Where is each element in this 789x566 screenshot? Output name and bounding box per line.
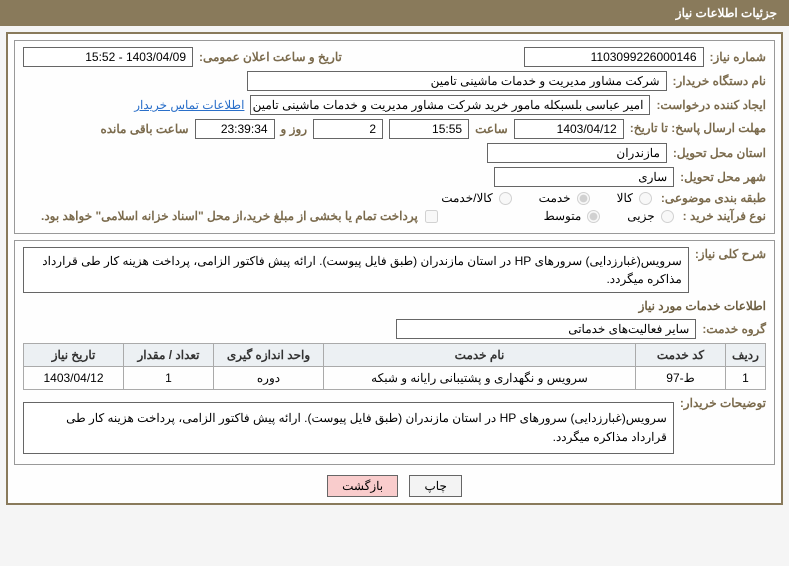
payment-note-check[interactable]: پرداخت تمام یا بخشی از مبلغ خرید،از محل … xyxy=(41,209,441,223)
buyer-org-field: شرکت مشاور مدیریت و خدمات ماشینی تامین xyxy=(247,71,667,91)
cell-unit: دوره xyxy=(214,367,324,390)
hours-remaining-field: 23:39:34 xyxy=(195,119,275,139)
back-button[interactable]: بازگشت xyxy=(327,475,398,497)
col-date: تاریخ نیاز xyxy=(24,344,124,367)
cell-date: 1403/04/12 xyxy=(24,367,124,390)
ann-time-label: تاریخ و ساعت اعلان عمومی: xyxy=(199,50,342,64)
main-frame: شماره نیاز: 1103099226000146 تاریخ و ساع… xyxy=(6,32,783,505)
purchase-opt-medium[interactable]: متوسط xyxy=(544,209,604,223)
col-name: نام خدمت xyxy=(324,344,636,367)
class-opt-goods-service[interactable]: کالا/خدمت xyxy=(441,191,514,205)
cell-index: 1 xyxy=(726,367,766,390)
buyer-org-label: نام دستگاه خریدار: xyxy=(673,74,767,88)
summary-field: سرویس(غبارزدایی) سرورهای HP در استان ماز… xyxy=(23,247,689,293)
col-code: کد خدمت xyxy=(636,344,726,367)
buyer-desc-label: توضیحات خریدار: xyxy=(680,396,766,410)
province-label: استان محل تحویل: xyxy=(673,146,766,160)
city-label: شهر محل تحویل: xyxy=(680,170,766,184)
cell-code: ط-97 xyxy=(636,367,726,390)
need-no-field: 1103099226000146 xyxy=(524,47,704,67)
action-buttons: چاپ بازگشت xyxy=(14,475,775,497)
deadline-label: مهلت ارسال پاسخ: تا تاریخ: xyxy=(630,121,766,137)
province-field: مازندران xyxy=(487,143,667,163)
col-index: ردیف xyxy=(726,344,766,367)
service-group-field: سایر فعالیت‌های خدماتی xyxy=(396,319,696,339)
table-row: 1 ط-97 سرویس و نگهداری و پشتیبانی رایانه… xyxy=(24,367,766,390)
top-info-panel: شماره نیاز: 1103099226000146 تاریخ و ساع… xyxy=(14,40,775,234)
remaining-word: ساعت باقی مانده xyxy=(100,122,188,136)
deadline-date-field: 1403/04/12 xyxy=(514,119,624,139)
requester-field: امیر عباسی بلسبکله مامور خرید شرکت مشاور… xyxy=(250,95,650,115)
col-qty: تعداد / مقدار xyxy=(124,344,214,367)
table-header-row: ردیف کد خدمت نام خدمت واحد اندازه گیری ت… xyxy=(24,344,766,367)
buyer-desc-field: سرویس(غبارزدایی) سرورهای HP در استان ماز… xyxy=(23,402,674,454)
requester-label: ایجاد کننده درخواست: xyxy=(656,98,766,112)
days-remaining-field: 2 xyxy=(313,119,383,139)
contact-buyer-link[interactable]: اطلاعات تماس خریدار xyxy=(134,98,244,112)
summary-label: شرح کلی نیاز: xyxy=(695,247,766,261)
cell-qty: 1 xyxy=(124,367,214,390)
services-section-title: اطلاعات خدمات مورد نیاز xyxy=(23,299,766,313)
class-label: طبقه بندی موضوعی: xyxy=(661,191,766,205)
days-word: روز و xyxy=(281,122,308,136)
class-opt-goods[interactable]: کالا xyxy=(617,191,655,205)
need-no-label: شماره نیاز: xyxy=(710,50,766,64)
purchase-type-label: نوع فرآیند خرید : xyxy=(683,209,766,223)
page-title-bar: جزئیات اطلاعات نیاز xyxy=(0,0,789,26)
col-unit: واحد اندازه گیری xyxy=(214,344,324,367)
ann-time-field: 1403/04/09 - 15:52 xyxy=(23,47,193,67)
need-panel: شرح کلی نیاز: سرویس(غبارزدایی) سرورهای H… xyxy=(14,240,775,465)
deadline-time-field: 15:55 xyxy=(389,119,469,139)
purchase-opt-partial[interactable]: جزیی xyxy=(627,209,676,223)
service-group-label: گروه خدمت: xyxy=(702,322,766,336)
time-word: ساعت xyxy=(475,122,508,136)
cell-name: سرویس و نگهداری و پشتیبانی رایانه و شبکه xyxy=(324,367,636,390)
page-title: جزئیات اطلاعات نیاز xyxy=(676,6,777,20)
city-field: ساری xyxy=(494,167,674,187)
print-button[interactable]: چاپ xyxy=(409,475,461,497)
services-table: ردیف کد خدمت نام خدمت واحد اندازه گیری ت… xyxy=(23,343,766,390)
class-opt-service[interactable]: خدمت xyxy=(539,191,593,205)
